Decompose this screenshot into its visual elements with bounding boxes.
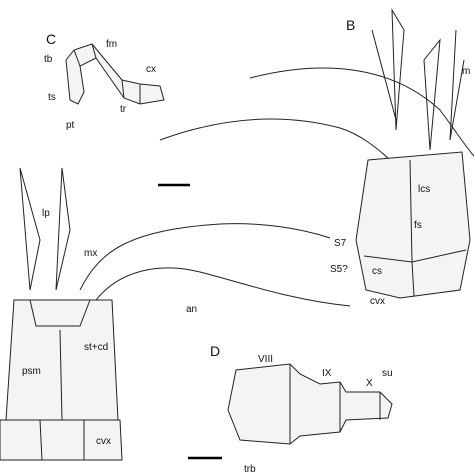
annotation: cx (146, 64, 156, 75)
annotation: trb (244, 464, 256, 474)
panel-label: D (210, 343, 220, 359)
panel-label: C (46, 31, 56, 47)
annotation: tb (44, 54, 53, 65)
annotation: S5? (330, 264, 348, 275)
annotation: pt (66, 120, 75, 131)
annotation: fs (414, 220, 422, 231)
annotation: lp (42, 208, 50, 219)
annotation: S7 (334, 238, 347, 249)
panel-label: B (346, 17, 355, 33)
annotation: IX (322, 368, 332, 379)
annotation: VIII (258, 354, 273, 365)
annotation: psm (22, 366, 41, 377)
annotation: tr (120, 104, 127, 115)
abdomen-drawing (227, 363, 393, 445)
annotation: fm (106, 39, 117, 50)
annotation: cs (372, 266, 382, 277)
leg-drawing (65, 43, 165, 105)
annotation: X (366, 378, 373, 389)
annotation: lcs (418, 184, 430, 195)
head-drawing-a (0, 167, 351, 461)
annotation: su (382, 368, 393, 379)
annotation: st+cd (84, 342, 108, 353)
annotation: m (462, 66, 470, 77)
head-drawing-b (159, 8, 474, 299)
annotation: cvx (96, 436, 111, 447)
annotation: mx (84, 248, 97, 259)
annotation: ts (48, 92, 56, 103)
annotation: cvx (370, 296, 385, 307)
annotation: an (186, 304, 197, 315)
